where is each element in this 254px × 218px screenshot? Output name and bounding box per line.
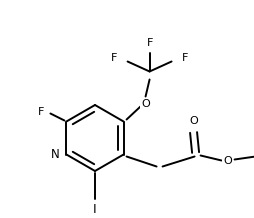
Text: N: N — [51, 148, 59, 161]
Text: O: O — [141, 99, 150, 109]
Text: I: I — [93, 203, 97, 216]
Text: F: F — [111, 53, 118, 63]
Text: O: O — [189, 116, 198, 126]
Text: F: F — [146, 37, 153, 48]
Text: F: F — [38, 107, 44, 116]
Text: F: F — [182, 53, 188, 63]
Text: O: O — [223, 155, 232, 165]
